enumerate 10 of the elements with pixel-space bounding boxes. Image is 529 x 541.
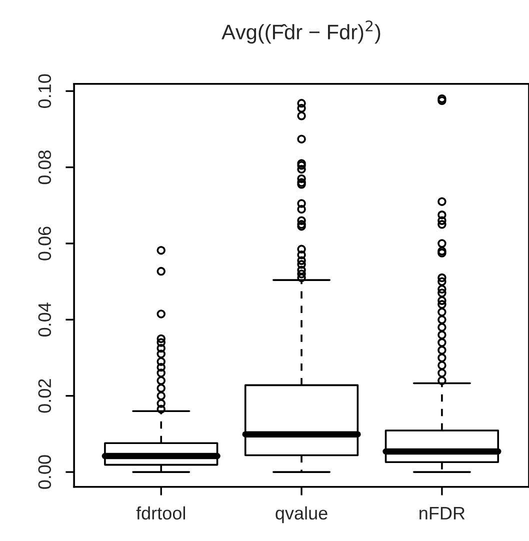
y-tick-label: 0.00 (38, 455, 52, 489)
y-tick-label: 0.04 (38, 302, 52, 337)
x-tick-label: nFDR (420, 507, 465, 520)
y-tick-label: 0.08 (38, 150, 52, 184)
x-tick-label: fdrtool (136, 506, 185, 520)
y-tick-label: 0.06 (38, 226, 52, 260)
y-tick-label: 0.10 (38, 74, 52, 108)
chart-title: Avg((F̂dr − Fdr)$^{2}$) (222, 20, 380, 44)
x-tick-label: qvalue (276, 506, 328, 524)
y-tick-label: 0.02 (38, 379, 52, 413)
